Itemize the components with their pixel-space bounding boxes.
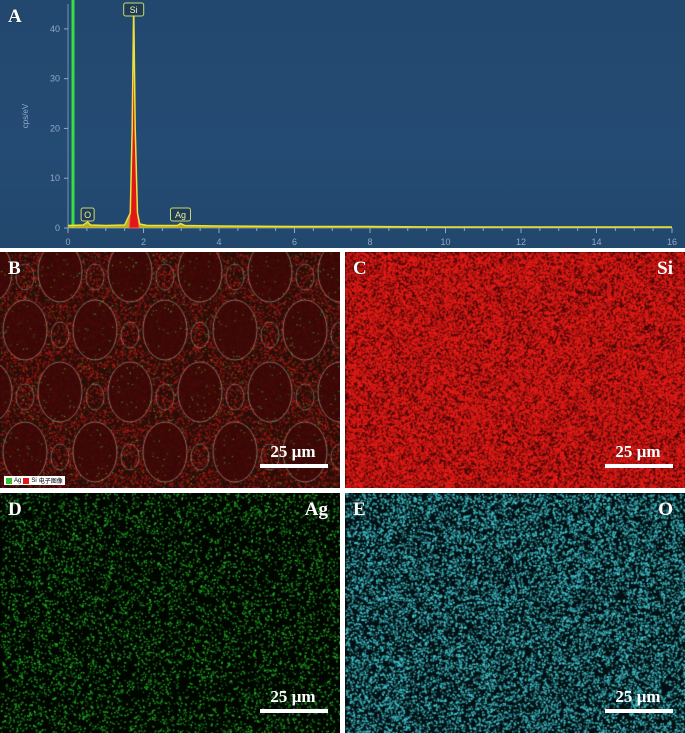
spectrum-line <box>67 3 672 228</box>
legend-swatch-ag <box>6 477 12 484</box>
x-tick-label: 10 <box>440 237 450 247</box>
peak-label-o: O <box>84 210 91 220</box>
y-tick-label: 10 <box>50 173 60 183</box>
ag-map-image <box>0 493 340 733</box>
x-tick-label: 0 <box>65 237 70 247</box>
eds-spectrum-chart: 0 10 20 30 40 0 2 4 6 8 10 12 14 16 cps/eV Si O Ag <box>21 0 677 247</box>
legend-label-ag: Ag <box>14 477 22 484</box>
x-tick-label: 14 <box>591 237 601 247</box>
y-tick-label: 0 <box>55 223 60 233</box>
panel-letter-c: C <box>353 258 367 279</box>
peak-label-ag: Ag <box>175 210 186 220</box>
scale-bar <box>260 709 328 713</box>
panel-letter-a: A <box>8 6 22 27</box>
eds-spectrum-panel: 0 10 20 30 40 0 2 4 6 8 10 12 14 16 cps/eV Si O Ag A <box>0 0 685 248</box>
legend-label-si: Si <box>31 477 37 484</box>
y-tick-label: 30 <box>50 74 60 84</box>
scale-bar-label: 25 µm <box>270 442 316 461</box>
o-map-panel: E O 25 µm <box>345 493 685 733</box>
panel-letter-b: B <box>8 258 21 279</box>
peak-label-box-o <box>80 207 95 222</box>
x-tick-label: 12 <box>516 237 526 247</box>
peak-label-si: Si <box>130 5 138 15</box>
overlay-map-image <box>0 252 340 488</box>
si-map-image <box>345 252 685 488</box>
y-tick-label: 20 <box>50 123 60 133</box>
overlay-map-panel: B 25 µm Ag Si 电子图像 <box>0 252 340 488</box>
legend-label-electron-image: 电子图像 <box>38 479 63 485</box>
x-tick-label: 4 <box>216 237 221 247</box>
scale-bar <box>605 464 673 468</box>
scale-bar <box>260 464 328 468</box>
scale-bar-label: 25 µm <box>615 442 661 461</box>
scale-bar-label: 25 µm <box>270 687 316 706</box>
x-tick-label: 2 <box>141 237 146 247</box>
ag-map-panel: D Ag 25 µm <box>0 493 340 733</box>
spectrum-fill <box>68 4 672 228</box>
scale-bar <box>605 709 673 713</box>
element-label-ag: Ag <box>304 499 328 520</box>
y-axis-label: cps/eV <box>21 103 30 128</box>
element-label-si: Si <box>657 258 673 279</box>
x-tick-label: 6 <box>292 237 297 247</box>
o-map-image <box>345 493 685 733</box>
panel-letter-e: E <box>353 499 366 520</box>
x-tick-label: 16 <box>667 237 677 247</box>
panel-letter-d: D <box>8 499 22 520</box>
legend-swatch-si <box>23 477 30 484</box>
peak-label-box-ag <box>169 207 191 222</box>
y-tick-label: 40 <box>50 24 60 34</box>
scale-bar-label: 25 µm <box>615 687 661 706</box>
x-tick-label: 8 <box>367 237 372 247</box>
element-label-o: O <box>658 499 673 520</box>
map-legend: Ag Si 电子图像 <box>4 476 65 485</box>
si-map-panel: C Si 25 µm <box>345 252 685 488</box>
peak-label-box-si <box>123 2 145 17</box>
